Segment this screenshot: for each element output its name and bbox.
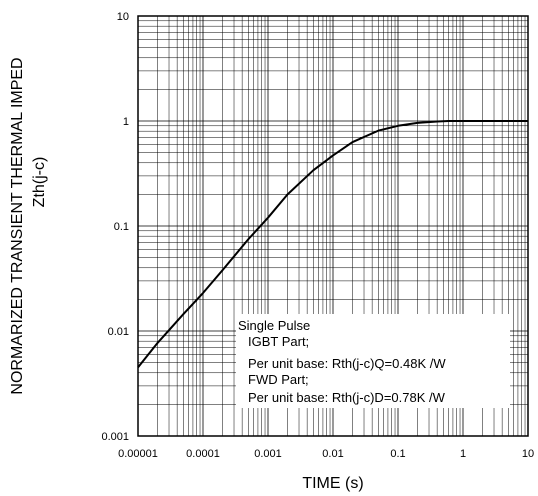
annotation-line-4: FWD Part; (248, 372, 309, 387)
annotation-line-5: Per unit base: Rth(j-c)D=0.78K /W (248, 390, 446, 405)
x-tick-label: 0.1 (390, 448, 405, 460)
series-layer (137, 120, 528, 369)
x-tick-labels: 0.00001 0.0001 0.001 0.01 0.1 1 10 (118, 448, 534, 460)
x-tick-label: 0.001 (254, 448, 282, 460)
annotation-background (236, 314, 510, 408)
annotation-line-1: Single Pulse (238, 318, 310, 333)
annotation-line-3: Per unit base: Rth(j-c)Q=0.48K /W (248, 356, 446, 371)
y-tick-label: 0.001 (101, 431, 129, 443)
y-tick-labels: 0.001 0.01 0.1 1 10 (101, 11, 129, 443)
x-tick-label: 10 (522, 448, 534, 460)
x-axis-label: TIME (s) (302, 475, 363, 492)
y-axis-label-line2: Zth(j-c) (31, 157, 48, 208)
series-line-1 (137, 120, 528, 369)
annotation-box: Single Pulse IGBT Part; Per unit base: R… (236, 314, 510, 408)
x-tick-label: 0.00001 (118, 448, 158, 460)
y-tick-label: 0.1 (114, 221, 129, 233)
y-tick-label: 0.01 (108, 326, 129, 338)
x-tick-label: 1 (460, 448, 466, 460)
annotation-line-2: IGBT Part; (248, 334, 309, 349)
y-axis-label-line1: NORMARIZED TRANSIENT THERMAL IMPED (9, 57, 26, 394)
x-tick-label: 0.01 (322, 448, 343, 460)
plot-frame (137, 15, 529, 437)
x-tick-label: 0.0001 (186, 448, 220, 460)
y-tick-label: 10 (117, 11, 129, 23)
y-tick-label: 1 (123, 116, 129, 128)
